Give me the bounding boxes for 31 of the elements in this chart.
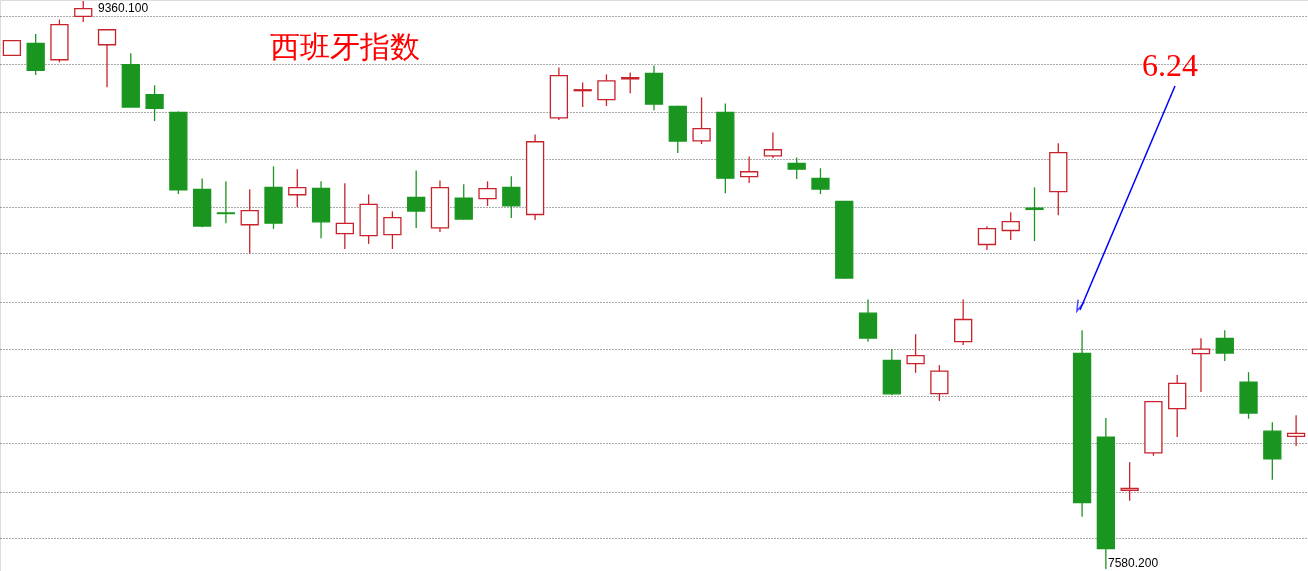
candlestick: [692, 96, 711, 145]
candlestick: [906, 333, 925, 374]
candlestick: [383, 210, 402, 250]
annotation: 7580.200: [1108, 556, 1159, 570]
candlestick: [739, 155, 759, 184]
candlestick: [216, 180, 236, 224]
candlestick: [502, 175, 521, 219]
candlestick: [240, 188, 259, 255]
candlestick: [811, 167, 830, 195]
candlestick: [597, 73, 616, 107]
candlestick: [763, 131, 783, 159]
candlestick: [407, 169, 426, 229]
candlestick: [335, 182, 354, 250]
text: 西班牙指数: [270, 30, 420, 63]
candlestick: [621, 71, 640, 94]
candlestick: [454, 183, 473, 221]
candlestick: [930, 364, 949, 402]
candlestick: [1120, 461, 1139, 502]
candlestick: [478, 180, 497, 207]
annotation: 9360.100: [98, 1, 149, 15]
candlestick: [145, 84, 164, 122]
candlestick: [954, 298, 973, 346]
candlestick: [1025, 186, 1044, 242]
candlestick: [97, 29, 117, 88]
annotation: 6.24: [1142, 47, 1198, 83]
candlestick: [787, 156, 806, 180]
candlestick: [288, 168, 307, 208]
candlestick: [573, 81, 592, 108]
candlestick: [1001, 211, 1020, 241]
candlestick: [977, 225, 997, 251]
candlestick: [1215, 329, 1234, 362]
